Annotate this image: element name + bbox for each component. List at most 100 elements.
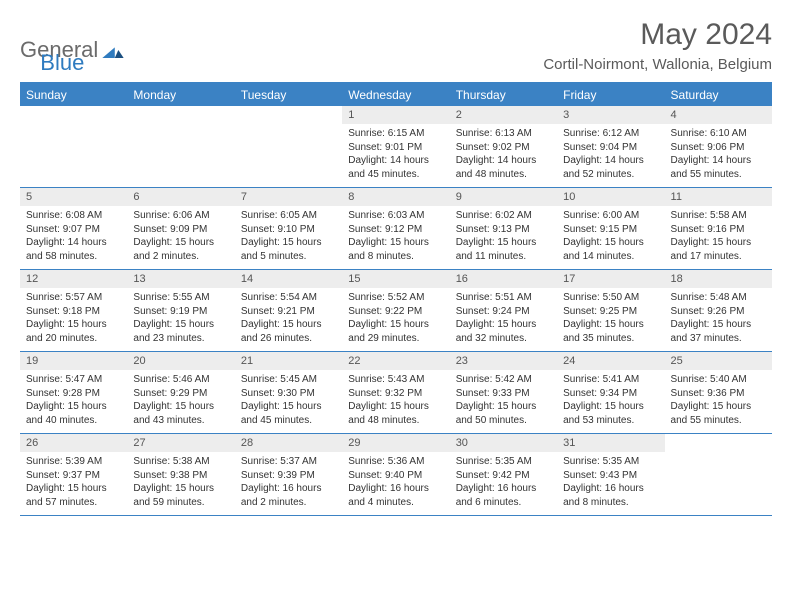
day-number: 31	[557, 434, 664, 452]
day-details: Sunrise: 5:41 AMSunset: 9:34 PMDaylight:…	[557, 370, 664, 433]
day-number: 26	[20, 434, 127, 452]
calendar-cell	[20, 106, 127, 188]
calendar-cell: 3Sunrise: 6:12 AMSunset: 9:04 PMDaylight…	[557, 106, 664, 188]
day-number: 22	[342, 352, 449, 370]
location-text: Cortil-Noirmont, Wallonia, Belgium	[543, 56, 772, 73]
calendar-cell: 27Sunrise: 5:38 AMSunset: 9:38 PMDayligh…	[127, 434, 234, 516]
day-details: Sunrise: 6:10 AMSunset: 9:06 PMDaylight:…	[665, 124, 772, 187]
day-details: Sunrise: 5:46 AMSunset: 9:29 PMDaylight:…	[127, 370, 234, 433]
day-details: Sunrise: 5:50 AMSunset: 9:25 PMDaylight:…	[557, 288, 664, 351]
day-number: 16	[450, 270, 557, 288]
day-details: Sunrise: 5:52 AMSunset: 9:22 PMDaylight:…	[342, 288, 449, 351]
day-number: 12	[20, 270, 127, 288]
calendar-cell: 30Sunrise: 5:35 AMSunset: 9:42 PMDayligh…	[450, 434, 557, 516]
day-number: 21	[235, 352, 342, 370]
day-details: Sunrise: 6:13 AMSunset: 9:02 PMDaylight:…	[450, 124, 557, 187]
calendar-cell: 13Sunrise: 5:55 AMSunset: 9:19 PMDayligh…	[127, 270, 234, 352]
day-header: Monday	[127, 84, 234, 106]
calendar-cell: 14Sunrise: 5:54 AMSunset: 9:21 PMDayligh…	[235, 270, 342, 352]
calendar-cell: 31Sunrise: 5:35 AMSunset: 9:43 PMDayligh…	[557, 434, 664, 516]
day-number: 30	[450, 434, 557, 452]
calendar-cell: 10Sunrise: 6:00 AMSunset: 9:15 PMDayligh…	[557, 188, 664, 270]
logo-mark-icon	[102, 42, 124, 58]
day-details: Sunrise: 6:15 AMSunset: 9:01 PMDaylight:…	[342, 124, 449, 187]
day-number: 3	[557, 106, 664, 124]
day-details: Sunrise: 5:39 AMSunset: 9:37 PMDaylight:…	[20, 452, 127, 515]
calendar-cell: 7Sunrise: 6:05 AMSunset: 9:10 PMDaylight…	[235, 188, 342, 270]
day-details: Sunrise: 6:08 AMSunset: 9:07 PMDaylight:…	[20, 206, 127, 269]
day-details: Sunrise: 6:02 AMSunset: 9:13 PMDaylight:…	[450, 206, 557, 269]
calendar-cell	[665, 434, 772, 516]
day-number: 4	[665, 106, 772, 124]
day-details: Sunrise: 5:47 AMSunset: 9:28 PMDaylight:…	[20, 370, 127, 433]
day-details: Sunrise: 5:51 AMSunset: 9:24 PMDaylight:…	[450, 288, 557, 351]
calendar-cell: 6Sunrise: 6:06 AMSunset: 9:09 PMDaylight…	[127, 188, 234, 270]
header: General Blue May 2024 Cortil-Noirmont, W…	[20, 18, 772, 76]
day-number: 18	[665, 270, 772, 288]
calendar-week-row: 5Sunrise: 6:08 AMSunset: 9:07 PMDaylight…	[20, 188, 772, 270]
day-details: Sunrise: 6:03 AMSunset: 9:12 PMDaylight:…	[342, 206, 449, 269]
calendar-cell: 24Sunrise: 5:41 AMSunset: 9:34 PMDayligh…	[557, 352, 664, 434]
calendar-cell: 2Sunrise: 6:13 AMSunset: 9:02 PMDaylight…	[450, 106, 557, 188]
calendar-week-row: 12Sunrise: 5:57 AMSunset: 9:18 PMDayligh…	[20, 270, 772, 352]
day-details: Sunrise: 6:06 AMSunset: 9:09 PMDaylight:…	[127, 206, 234, 269]
day-details: Sunrise: 6:05 AMSunset: 9:10 PMDaylight:…	[235, 206, 342, 269]
day-details: Sunrise: 5:43 AMSunset: 9:32 PMDaylight:…	[342, 370, 449, 433]
day-number: 17	[557, 270, 664, 288]
title-block: May 2024 Cortil-Noirmont, Wallonia, Belg…	[543, 18, 772, 73]
calendar-cell: 26Sunrise: 5:39 AMSunset: 9:37 PMDayligh…	[20, 434, 127, 516]
day-number: 23	[450, 352, 557, 370]
day-number: 27	[127, 434, 234, 452]
day-number: 9	[450, 188, 557, 206]
day-details: Sunrise: 5:35 AMSunset: 9:43 PMDaylight:…	[557, 452, 664, 515]
day-header: Wednesday	[342, 84, 449, 106]
calendar-cell: 11Sunrise: 5:58 AMSunset: 9:16 PMDayligh…	[665, 188, 772, 270]
day-details: Sunrise: 5:55 AMSunset: 9:19 PMDaylight:…	[127, 288, 234, 351]
calendar-table: SundayMondayTuesdayWednesdayThursdayFrid…	[20, 84, 772, 516]
day-details: Sunrise: 5:57 AMSunset: 9:18 PMDaylight:…	[20, 288, 127, 351]
day-number: 19	[20, 352, 127, 370]
day-header: Saturday	[665, 84, 772, 106]
day-number: 8	[342, 188, 449, 206]
day-details: Sunrise: 5:42 AMSunset: 9:33 PMDaylight:…	[450, 370, 557, 433]
calendar-cell: 4Sunrise: 6:10 AMSunset: 9:06 PMDaylight…	[665, 106, 772, 188]
calendar-cell: 17Sunrise: 5:50 AMSunset: 9:25 PMDayligh…	[557, 270, 664, 352]
day-number: 5	[20, 188, 127, 206]
calendar-cell: 22Sunrise: 5:43 AMSunset: 9:32 PMDayligh…	[342, 352, 449, 434]
day-header: Sunday	[20, 84, 127, 106]
day-number: 1	[342, 106, 449, 124]
calendar-cell: 9Sunrise: 6:02 AMSunset: 9:13 PMDaylight…	[450, 188, 557, 270]
calendar-cell: 15Sunrise: 5:52 AMSunset: 9:22 PMDayligh…	[342, 270, 449, 352]
day-number: 6	[127, 188, 234, 206]
day-number: 15	[342, 270, 449, 288]
day-header: Thursday	[450, 84, 557, 106]
calendar-cell: 18Sunrise: 5:48 AMSunset: 9:26 PMDayligh…	[665, 270, 772, 352]
day-details: Sunrise: 5:48 AMSunset: 9:26 PMDaylight:…	[665, 288, 772, 351]
day-details: Sunrise: 5:35 AMSunset: 9:42 PMDaylight:…	[450, 452, 557, 515]
day-number: 25	[665, 352, 772, 370]
day-number: 7	[235, 188, 342, 206]
calendar-cell: 19Sunrise: 5:47 AMSunset: 9:28 PMDayligh…	[20, 352, 127, 434]
day-details: Sunrise: 5:58 AMSunset: 9:16 PMDaylight:…	[665, 206, 772, 269]
day-details: Sunrise: 5:36 AMSunset: 9:40 PMDaylight:…	[342, 452, 449, 515]
calendar-head: SundayMondayTuesdayWednesdayThursdayFrid…	[20, 84, 772, 106]
day-number: 13	[127, 270, 234, 288]
calendar-cell: 28Sunrise: 5:37 AMSunset: 9:39 PMDayligh…	[235, 434, 342, 516]
month-title: May 2024	[543, 18, 772, 52]
calendar-cell: 8Sunrise: 6:03 AMSunset: 9:12 PMDaylight…	[342, 188, 449, 270]
calendar-cell: 5Sunrise: 6:08 AMSunset: 9:07 PMDaylight…	[20, 188, 127, 270]
day-details: Sunrise: 5:54 AMSunset: 9:21 PMDaylight:…	[235, 288, 342, 351]
day-number: 24	[557, 352, 664, 370]
calendar-cell: 1Sunrise: 6:15 AMSunset: 9:01 PMDaylight…	[342, 106, 449, 188]
day-details: Sunrise: 6:00 AMSunset: 9:15 PMDaylight:…	[557, 206, 664, 269]
calendar-cell: 16Sunrise: 5:51 AMSunset: 9:24 PMDayligh…	[450, 270, 557, 352]
day-details: Sunrise: 5:40 AMSunset: 9:36 PMDaylight:…	[665, 370, 772, 433]
day-header: Friday	[557, 84, 664, 106]
day-number: 2	[450, 106, 557, 124]
calendar-cell: 23Sunrise: 5:42 AMSunset: 9:33 PMDayligh…	[450, 352, 557, 434]
calendar-cell: 20Sunrise: 5:46 AMSunset: 9:29 PMDayligh…	[127, 352, 234, 434]
day-header: Tuesday	[235, 84, 342, 106]
calendar-week-row: 26Sunrise: 5:39 AMSunset: 9:37 PMDayligh…	[20, 434, 772, 516]
day-number: 28	[235, 434, 342, 452]
calendar-week-row: 1Sunrise: 6:15 AMSunset: 9:01 PMDaylight…	[20, 106, 772, 188]
